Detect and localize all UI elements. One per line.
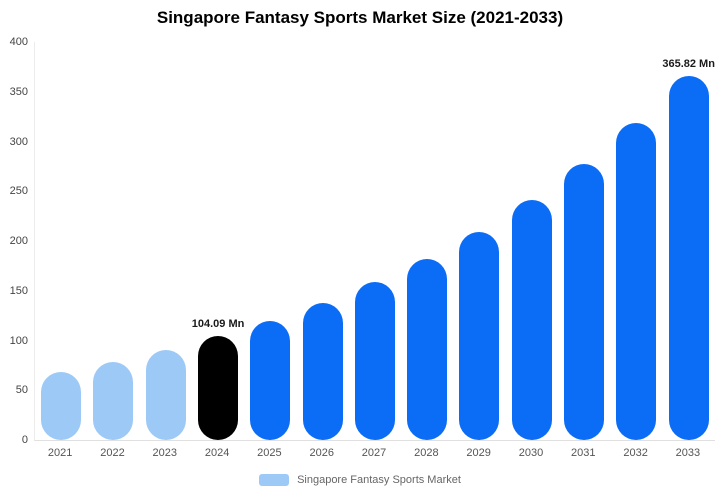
y-tick-label-350: 350	[9, 85, 28, 98]
bar-2025	[250, 321, 291, 440]
x-tick-label-2022: 2022	[100, 447, 125, 459]
bar-cell-2027	[349, 42, 401, 440]
bar-cell-2021	[35, 42, 87, 440]
bar-cell-2031	[558, 42, 610, 440]
bar-2033	[668, 76, 709, 440]
plot-area: 104.09 Mn 365.82 Mn	[34, 42, 715, 441]
x-axis: 2021 2022 2023 2024 2025 2026 2027 2028 2029 2030…	[34, 447, 714, 459]
legend-swatch	[259, 474, 290, 486]
bar-2021	[41, 372, 82, 440]
bar-cell-2023	[140, 42, 192, 440]
y-tick-label-250: 250	[9, 185, 28, 198]
bar-value-label-2024: 104.09 Mn	[191, 318, 245, 330]
x-tick-label-2028: 2028	[414, 447, 439, 459]
bar-cell-2033: 365.82 Mn	[662, 42, 715, 440]
y-tick-label-300: 300	[9, 135, 28, 148]
bar-2031	[563, 164, 604, 440]
y-axis: 0 50 100 150 200 250 300 350 400	[0, 36, 28, 446]
bar-2032	[616, 123, 657, 440]
bar-2029	[459, 232, 500, 440]
bar-cell-2025	[244, 42, 296, 440]
y-tick-label-400: 400	[9, 36, 28, 48]
bar-2027	[354, 282, 395, 440]
bar-cell-2030	[506, 42, 558, 440]
bar-2023	[145, 350, 186, 440]
y-tick-label-150: 150	[9, 284, 28, 297]
x-tick-label-2024: 2024	[204, 447, 230, 459]
legend-label: Singapore Fantasy Sports Market	[297, 474, 461, 486]
y-tick-label-100: 100	[9, 334, 28, 347]
x-tick-label-2030: 2030	[518, 447, 544, 459]
x-tick-label-2029: 2029	[466, 447, 491, 459]
bar-cell-2028	[401, 42, 453, 440]
x-tick-label-2032: 2032	[623, 447, 648, 459]
y-tick-label-50: 50	[15, 384, 28, 397]
bar-cell-2032	[610, 42, 662, 440]
x-tick-label-2026: 2026	[309, 447, 334, 459]
bar-2022	[93, 362, 134, 440]
bar-cell-2026	[297, 42, 349, 440]
x-tick-label-2033: 2033	[675, 447, 701, 459]
x-tick-label-2027: 2027	[361, 447, 387, 459]
bar-2024	[198, 336, 239, 440]
y-tick-label-200: 200	[9, 235, 28, 247]
bar-cell-2024: 104.09 Mn	[191, 42, 245, 440]
bar-value-label-2033: 365.82 Mn	[662, 58, 715, 70]
chart-title: Singapore Fantasy Sports Market Size (20…	[156, 8, 564, 27]
bar-cell-2022	[87, 42, 139, 440]
legend: Singapore Fantasy Sports Market	[0, 474, 720, 486]
y-tick-label-0: 0	[21, 434, 28, 446]
bar-2026	[302, 303, 343, 440]
bar-cell-2029	[453, 42, 505, 440]
x-tick-label-2031: 2031	[571, 447, 596, 459]
x-tick-label-2025: 2025	[257, 447, 282, 459]
bar-2028	[407, 259, 448, 440]
x-tick-label-2023: 2023	[152, 447, 178, 459]
bar-2030	[511, 200, 552, 440]
x-tick-label-2021: 2021	[47, 447, 73, 459]
